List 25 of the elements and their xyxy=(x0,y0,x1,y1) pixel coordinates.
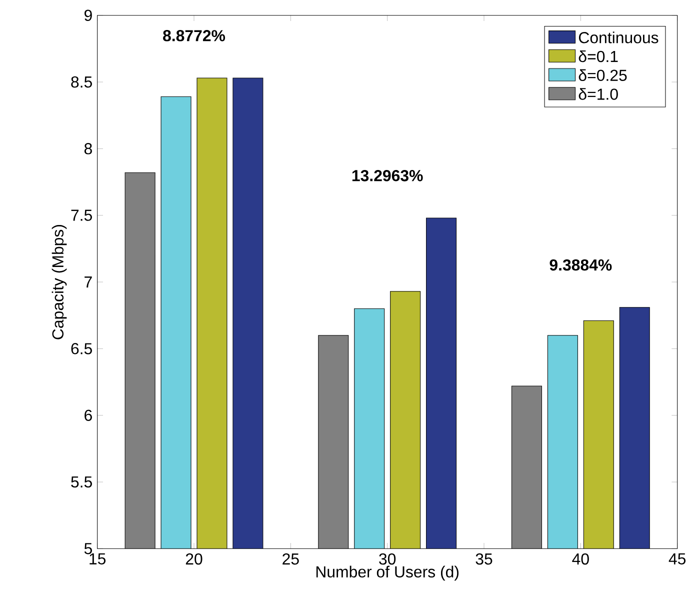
y-tick-label: 8 xyxy=(84,143,92,154)
y-tick-label: 6 xyxy=(84,410,92,421)
x-tick-label: 20 xyxy=(186,553,202,565)
x-tick-label: 35 xyxy=(476,553,492,565)
y-tick-label: 7 xyxy=(84,276,92,288)
x-axis-title: Number of Users (d) xyxy=(316,566,459,581)
x-tick-label: 30 xyxy=(379,553,396,565)
x-tick-label: 15 xyxy=(90,553,106,564)
y-tick-label: 6.5 xyxy=(71,343,92,354)
legend-label: δ=0.25 xyxy=(578,69,627,81)
legend-label: δ=1.0 xyxy=(578,88,618,100)
annotation: 9.3884% xyxy=(550,259,612,271)
x-tick-label: 40 xyxy=(572,553,589,565)
annotation: 8.8772% xyxy=(163,30,226,42)
legend-label: Continuous xyxy=(578,32,658,44)
y-tick-label: 8.5 xyxy=(71,76,92,88)
annotation: 13.2963% xyxy=(352,170,423,182)
y-tick-label: 7.5 xyxy=(71,210,92,221)
y-tick-label: 5.5 xyxy=(71,476,92,488)
x-tick-label: 25 xyxy=(282,553,299,565)
y-axis-title: Capacity (Mbps) xyxy=(52,225,67,340)
legend-label: δ=0.1 xyxy=(578,50,618,62)
y-tick-label: 9 xyxy=(84,10,92,21)
x-tick-label: 45 xyxy=(668,553,686,564)
y-tick-label: 5 xyxy=(84,543,92,554)
